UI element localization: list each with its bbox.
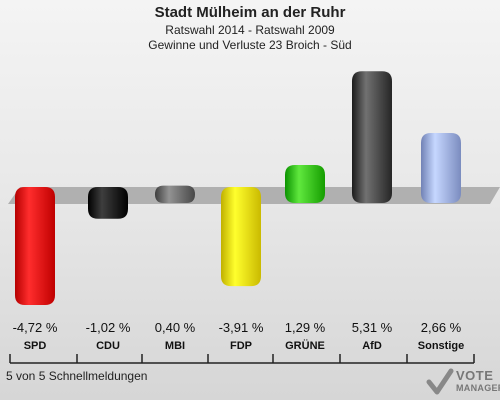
category-label: SPD xyxy=(24,340,47,352)
bar-body xyxy=(285,164,325,203)
category-label: AfD xyxy=(362,340,382,352)
category-label: GRÜNE xyxy=(285,339,325,352)
bar-mbi xyxy=(155,185,195,203)
logo-text-manager: MANAGER xyxy=(456,383,500,393)
chart-title: Stadt Mülheim an der Ruhr xyxy=(154,4,346,21)
checkmark-icon xyxy=(426,368,454,395)
bar-body xyxy=(352,71,392,203)
value-label: 5,31 % xyxy=(352,320,393,335)
vote-manager-logo: VOTE MANAGER xyxy=(426,366,500,400)
value-label: 1,29 % xyxy=(285,320,326,335)
bar-fdp xyxy=(221,187,261,287)
category-label: CDU xyxy=(96,340,120,352)
bar-body xyxy=(155,185,195,203)
value-label: 0,40 % xyxy=(155,320,196,335)
bar-sonstige xyxy=(421,133,461,203)
bar-body xyxy=(421,133,461,203)
bar-spd xyxy=(15,187,55,305)
bar-cdu xyxy=(88,187,128,219)
value-label: -1,02 % xyxy=(86,320,131,335)
chart-subtitle-election: Ratswahl 2014 - Ratswahl 2009 xyxy=(165,23,335,37)
value-label: 2,66 % xyxy=(421,320,462,335)
category-label: Sonstige xyxy=(418,340,464,352)
category-label: MBI xyxy=(165,340,185,352)
logo-text-vote: VOTE xyxy=(456,368,494,383)
bar-body xyxy=(88,187,128,219)
bar-body xyxy=(221,187,261,287)
report-status: 5 von 5 Schnellmeldungen xyxy=(6,369,148,383)
bar-grne xyxy=(285,164,325,203)
bar-afd xyxy=(352,71,392,203)
chart-subtitle-district: Gewinne und Verluste 23 Broich - Süd xyxy=(148,38,352,52)
value-label: -4,72 % xyxy=(13,320,58,335)
bar-body xyxy=(15,187,55,305)
value-label: -3,91 % xyxy=(219,320,264,335)
category-label: FDP xyxy=(230,340,252,352)
